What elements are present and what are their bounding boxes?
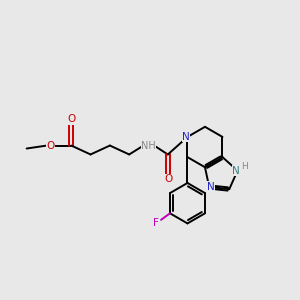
Text: O: O xyxy=(46,140,55,151)
Text: F: F xyxy=(153,218,159,228)
Text: N: N xyxy=(207,182,214,192)
Text: NH: NH xyxy=(141,140,156,151)
Text: O: O xyxy=(164,174,172,184)
Text: N: N xyxy=(182,132,190,142)
Text: H: H xyxy=(241,162,248,171)
Text: O: O xyxy=(68,114,76,124)
Text: N: N xyxy=(232,166,240,176)
